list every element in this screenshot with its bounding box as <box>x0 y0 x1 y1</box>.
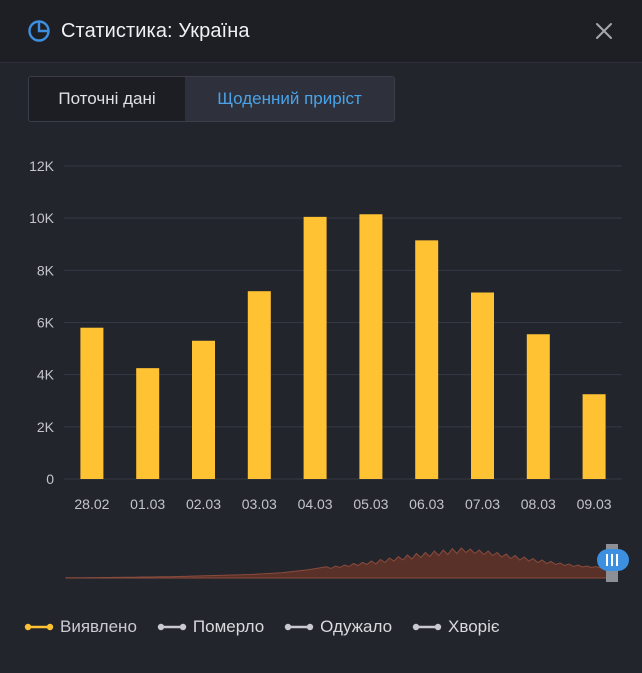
bar-03.03[interactable] <box>247 291 271 479</box>
bar-06.03[interactable] <box>415 240 439 479</box>
x-tick-label: 05.03 <box>353 496 388 512</box>
legend-line-marker-icon <box>24 623 54 631</box>
dialog-header: Статистика: Україна <box>0 0 642 63</box>
x-tick-label: 03.03 <box>242 496 277 512</box>
legend-label: Одужало <box>320 617 393 636</box>
legend-died[interactable]: Померло <box>157 617 264 637</box>
daily-growth-chart: 0 2K 4K 6K 8K 10K 12K 28.02 01.03 02.03 03.03 04.03… <box>29 158 622 512</box>
legend-sick[interactable]: Хворіє <box>412 617 500 637</box>
drag-handle-icon[interactable] <box>597 549 629 571</box>
legend-line-marker-icon <box>412 623 442 631</box>
bar-28.02[interactable] <box>80 327 104 479</box>
x-tick-label: 28.02 <box>74 496 109 512</box>
x-tick-label: 01.03 <box>130 496 165 512</box>
range-navigator[interactable] <box>0 540 642 590</box>
x-tick-label: 08.03 <box>521 496 556 512</box>
close-icon[interactable] <box>594 21 614 41</box>
view-tabs: Поточні дані Щоденний приріст <box>28 76 395 122</box>
y-tick-label: 8K <box>37 262 55 278</box>
legend-label: Хворіє <box>448 617 500 636</box>
bar-08.03[interactable] <box>526 334 550 479</box>
legend-line-marker-icon <box>284 623 314 631</box>
bar-07.03[interactable] <box>471 292 494 479</box>
x-tick-label: 09.03 <box>577 496 612 512</box>
legend-line-marker-icon <box>157 623 187 631</box>
y-tick-label: 12K <box>29 158 55 174</box>
y-tick-label: 10K <box>29 210 55 226</box>
bar-05.03[interactable] <box>359 214 383 480</box>
x-tick-label: 07.03 <box>465 496 500 512</box>
legend: Виявлено Померло Одужало Хворіє <box>24 614 520 640</box>
pie-chart-icon <box>28 20 50 42</box>
y-tick-label: 0 <box>46 471 54 487</box>
x-tick-label: 04.03 <box>298 496 333 512</box>
bar-04.03[interactable] <box>303 216 327 480</box>
tab-daily-growth[interactable]: Щоденний приріст <box>185 77 394 121</box>
y-tick-label: 4K <box>37 367 55 383</box>
x-tick-label: 02.03 <box>186 496 221 512</box>
legend-recovered[interactable]: Одужало <box>284 617 392 637</box>
tab-current-data[interactable]: Поточні дані <box>29 77 185 121</box>
legend-label: Виявлено <box>60 617 137 636</box>
legend-label: Померло <box>192 617 265 636</box>
dialog-title: Статистика: Україна <box>61 20 250 42</box>
y-tick-label: 2K <box>37 419 55 435</box>
bar-01.03[interactable] <box>136 368 160 479</box>
bar-02.03[interactable] <box>192 340 215 479</box>
y-tick-label: 6K <box>37 315 55 331</box>
legend-detected[interactable]: Виявлено <box>24 617 137 637</box>
x-tick-label: 06.03 <box>409 496 444 512</box>
navigator-overview-area <box>65 547 615 579</box>
bar-09.03[interactable] <box>582 394 606 479</box>
